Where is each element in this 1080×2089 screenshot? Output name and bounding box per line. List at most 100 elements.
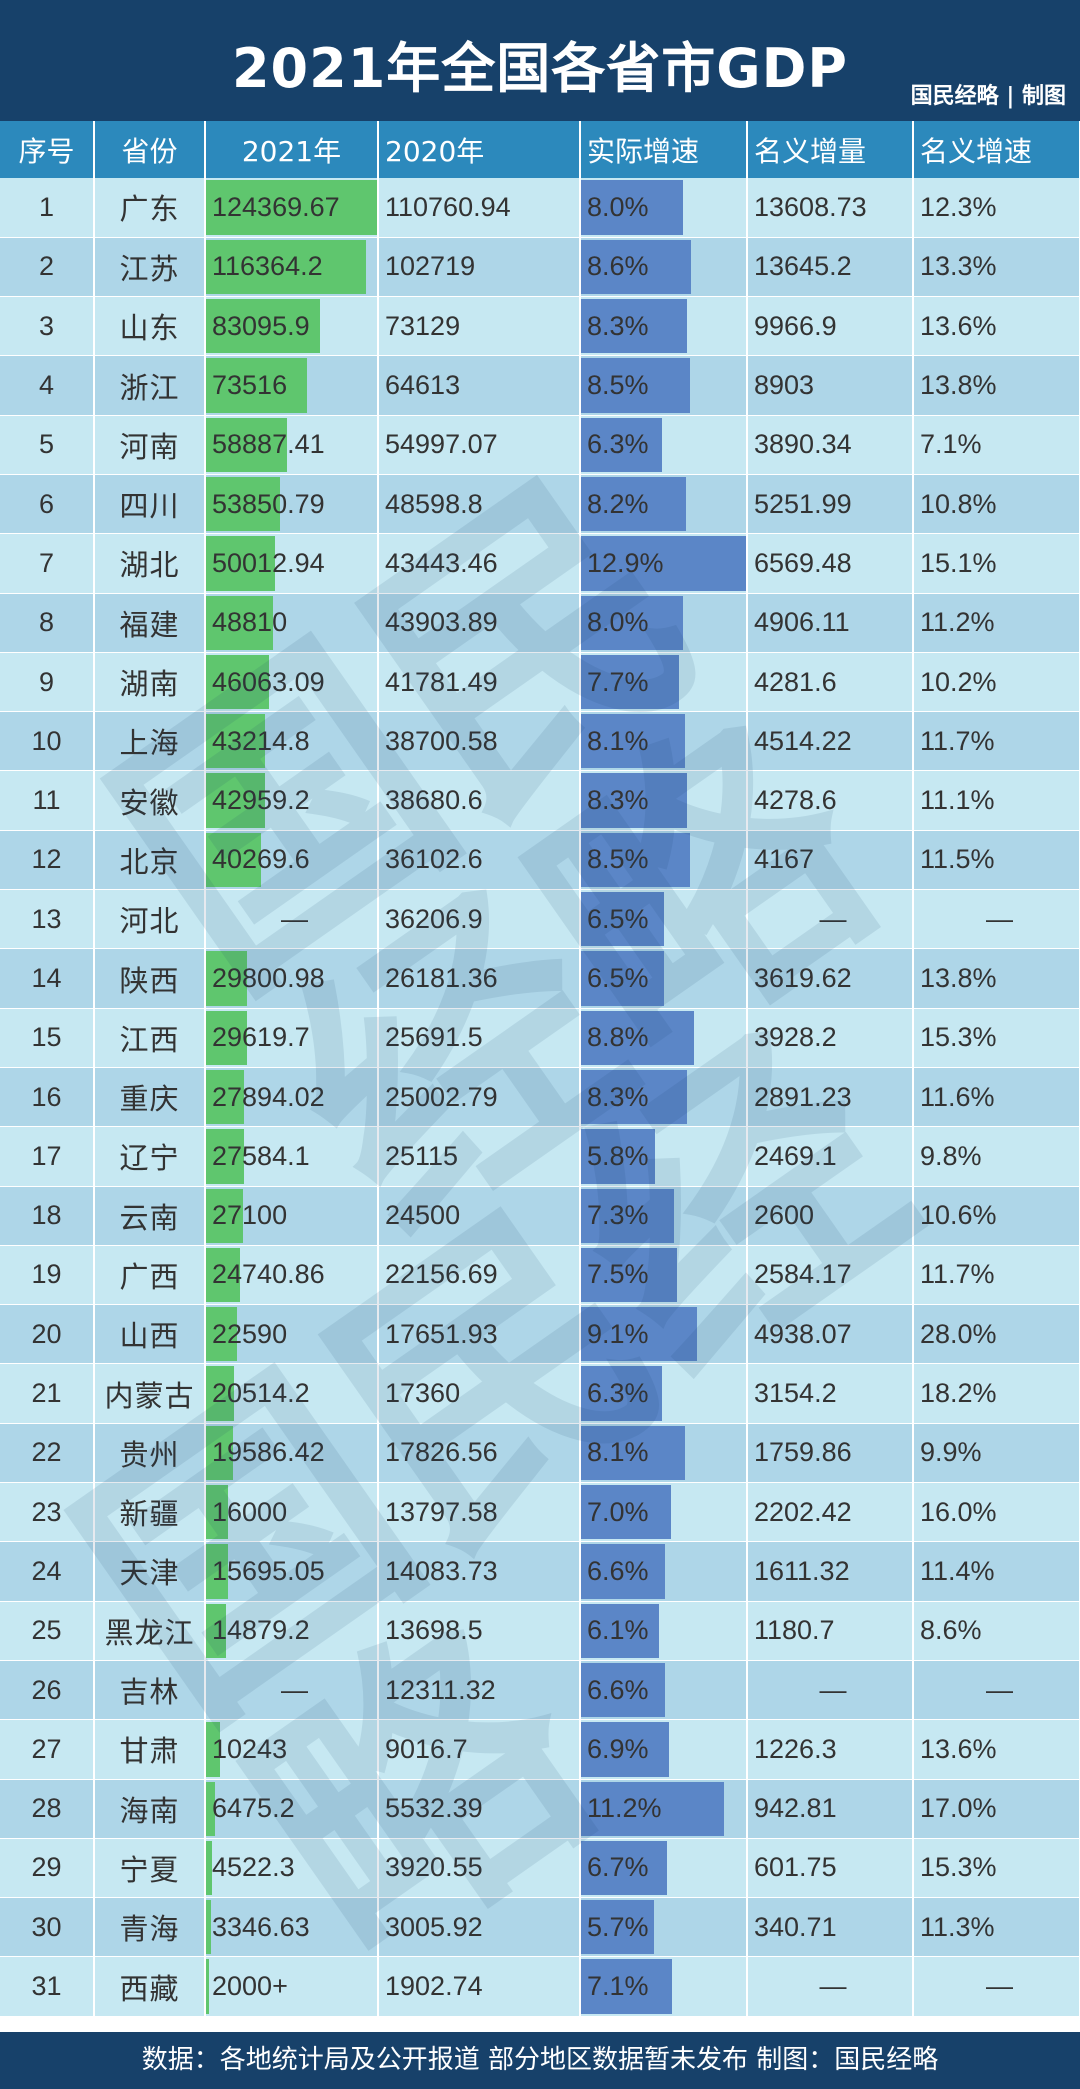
gdp2020-cell-value: 25002.79 [385, 1081, 498, 1112]
real-growth-cell-value: 6.6% [587, 1674, 649, 1705]
nominal-increase-cell-value: 601.75 [754, 1852, 837, 1883]
real-growth-cell: 8.1% [580, 1423, 748, 1484]
gdp2020-cell: 36102.6 [378, 830, 581, 891]
table-row: 21 内蒙古 20514.2 17360 6.3% 3154.2 18.2% [0, 1363, 1080, 1424]
gdp2020-cell: 3920.55 [378, 1838, 581, 1899]
province-cell: 天津 [94, 1541, 206, 1602]
real-growth-bar [581, 1900, 654, 1955]
nominal-growth-cell: 17.0% [913, 1779, 1080, 1839]
nominal-growth-cell: 8.6% [913, 1601, 1080, 1661]
real-growth-bar [581, 951, 665, 1006]
real-growth-cell: 8.5% [580, 355, 748, 416]
chart-title: 2021年全国各省市GDP [231, 37, 849, 100]
province-cell-value: 天津 [119, 1556, 180, 1591]
real-growth-cell-value: 8.1% [587, 725, 649, 756]
gdp2021-bar [206, 1722, 221, 1777]
table-row: 24 天津 15695.05 14083.73 6.6% 1611.32 11.4% [0, 1541, 1080, 1602]
real-growth-cell: 7.1% [580, 1956, 748, 2017]
real-growth-cell: 8.5% [580, 830, 748, 891]
real-growth-cell: 6.3% [580, 1363, 748, 1424]
gdp2020-cell: 38700.58 [378, 711, 581, 772]
gdp2021-bar [206, 1129, 244, 1184]
nominal-increase-cell: — [747, 1956, 914, 2017]
nominal-growth-cell: 13.3% [913, 237, 1080, 298]
gdp2021-cell: 15695.05 [205, 1541, 379, 1602]
province-cell: 重庆 [94, 1067, 206, 1128]
gdp2021-cell-value: 50012.94 [212, 547, 325, 578]
province-cell: 河北 [94, 889, 206, 950]
nominal-growth-cell-value: 15.1% [920, 547, 997, 578]
gdp2021-bar [206, 951, 247, 1006]
real-growth-bar [581, 1662, 666, 1718]
rank-cell: 29 [0, 1838, 95, 1899]
nominal-increase-cell-value: 3928.2 [754, 1022, 837, 1053]
province-cell-value: 陕西 [119, 963, 180, 998]
gdp2021-cell: 73516 [205, 355, 379, 416]
province-cell-value: 四川 [119, 489, 180, 524]
gdp2020-cell-value: 12311.32 [385, 1674, 496, 1705]
gdp2020-cell-value: 9016.7 [385, 1733, 468, 1764]
nominal-increase-cell-value: 3154.2 [754, 1378, 837, 1409]
province-cell: 宁夏 [94, 1838, 206, 1899]
nominal-increase-cell-value: 6569.48 [754, 547, 852, 578]
nominal-growth-cell: 13.8% [913, 355, 1080, 416]
nominal-increase-cell: 1180.7 [747, 1601, 914, 1661]
gdp2020-cell: 73129 [378, 296, 581, 357]
rank-cell: 11 [0, 770, 95, 831]
nominal-increase-cell-value: 2584.17 [754, 1259, 852, 1290]
real-growth-cell-value: 8.3% [587, 785, 649, 816]
gdp2020-cell-value: 25691.5 [385, 1022, 483, 1053]
real-growth-cell: 11.2% [580, 1779, 748, 1839]
real-growth-bar [581, 1425, 685, 1481]
rank-cell-value: 5 [38, 429, 55, 460]
province-cell-value: 河北 [119, 904, 180, 939]
real-growth-cell: 7.5% [580, 1245, 748, 1306]
rank-cell-value: 14 [31, 963, 62, 993]
gdp2021-cell-value: 29800.98 [212, 963, 325, 993]
real-growth-cell: 8.8% [580, 1008, 748, 1068]
nominal-increase-cell: 942.81 [747, 1779, 914, 1839]
gdp2021-cell: 58887.41 [205, 415, 379, 475]
nominal-increase-cell: 13608.73 [747, 178, 914, 238]
gdp2021-cell: 42959.2 [205, 770, 379, 831]
gdp2021-bar [206, 1307, 238, 1362]
gdp2021-bar [206, 1010, 247, 1065]
province-cell-value: 湖南 [119, 667, 180, 702]
rank-cell: 4 [0, 355, 95, 416]
rank-cell: 5 [0, 415, 95, 475]
gdp2021-cell-value: 4522.3 [212, 1852, 295, 1883]
gdp2021-cell: 40269.6 [205, 830, 379, 891]
header-banner: 2021年全国各省市GDP 国民经略 | 制图 [0, 0, 1080, 121]
nominal-increase-cell: 4906.11 [747, 593, 914, 653]
nominal-growth-cell-value: 13.6% [920, 1733, 997, 1764]
real-growth-cell: 8.3% [580, 770, 748, 831]
real-growth-cell: 8.3% [580, 296, 748, 357]
province-cell: 辽宁 [94, 1126, 206, 1187]
real-growth-bar [581, 714, 685, 769]
real-growth-bar [581, 654, 680, 710]
gdp2020-cell-value: 13698.5 [385, 1615, 483, 1646]
nominal-increase-cell-value: 2891.23 [754, 1081, 852, 1112]
gdp2020-cell: 26181.36 [378, 948, 581, 1009]
gdp2021-bar [206, 299, 321, 354]
real-growth-cell-value: 7.1% [587, 1971, 649, 2002]
gdp2021-bar [206, 1840, 213, 1896]
gdp2021-bar [206, 180, 377, 235]
column-header-real-growth: 实际增速 [580, 121, 748, 178]
nominal-increase-cell-value: 1226.3 [754, 1733, 837, 1764]
nominal-growth-cell-value: 28.0% [920, 1318, 997, 1349]
province-cell-value: 江西 [119, 1022, 180, 1057]
real-growth-cell: 7.7% [580, 652, 748, 713]
table-row: 22 贵州 19586.42 17826.56 8.1% 1759.86 9.9% [0, 1423, 1080, 1484]
real-growth-cell: 6.1% [580, 1601, 748, 1661]
table-row: 31 西藏 2000+ 1902.74 7.1% — — [0, 1956, 1080, 2017]
province-cell-value: 内蒙古 [104, 1378, 195, 1413]
real-growth-bar [581, 1188, 675, 1243]
nominal-growth-cell: 11.7% [913, 711, 1080, 772]
gdp2021-cell: 43214.8 [205, 711, 379, 772]
real-growth-cell-value: 7.3% [587, 1200, 649, 1231]
province-cell: 云南 [94, 1186, 206, 1246]
gdp2021-cell-value: 83095.9 [212, 310, 310, 341]
gdp2021-cell: 27584.1 [205, 1126, 379, 1187]
rank-cell: 28 [0, 1779, 95, 1839]
